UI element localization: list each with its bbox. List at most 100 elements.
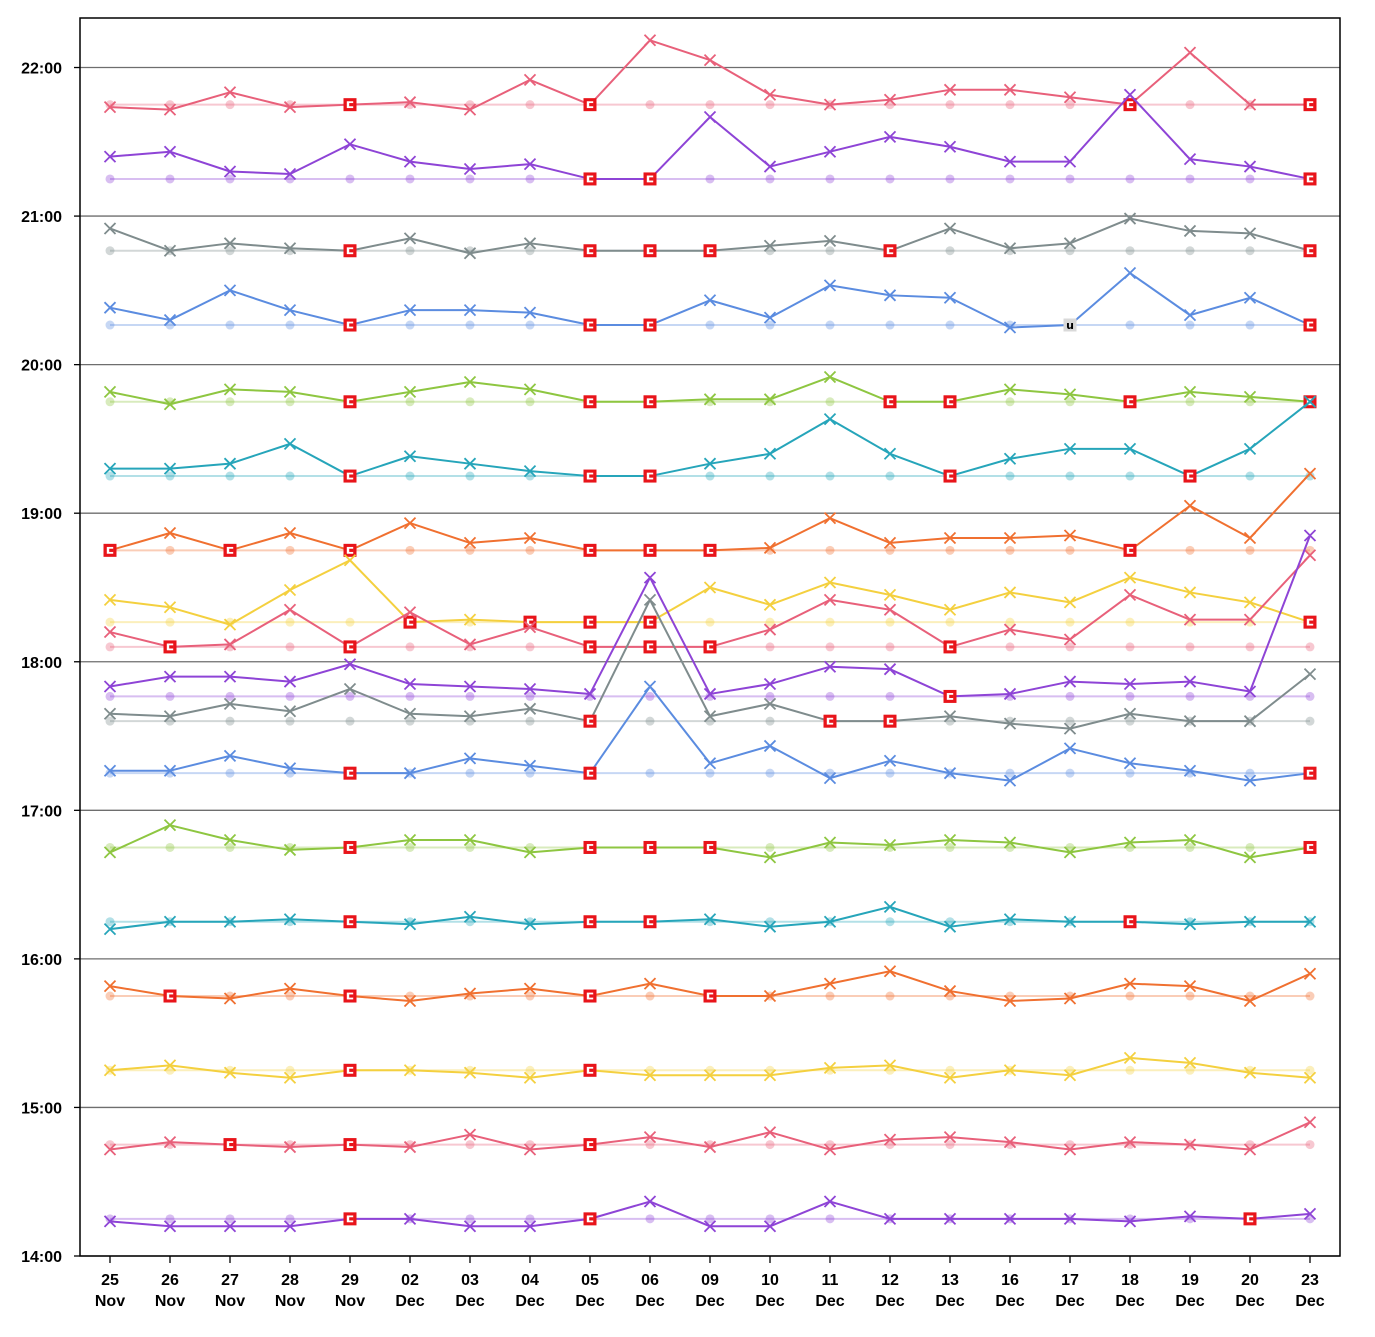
data-point-x <box>343 554 357 567</box>
x-tick-day: 11 <box>822 1272 839 1289</box>
scheduled-dot <box>1065 397 1075 407</box>
data-point-x <box>223 915 237 928</box>
x-tick-day: 02 <box>401 1272 419 1289</box>
data-point-x <box>463 103 477 116</box>
cancelled-badge-notch <box>589 323 594 327</box>
data-point-x <box>103 846 117 859</box>
scheduled-dot <box>285 545 295 555</box>
data-point-x <box>103 150 117 163</box>
cancelled-badge <box>643 840 657 854</box>
unknown-badge-label: u <box>1066 319 1074 332</box>
data-point-x <box>943 710 957 723</box>
data-point-x <box>823 915 837 928</box>
x-tick-month: Dec <box>1235 1293 1264 1310</box>
scheduled-dot <box>765 320 775 330</box>
scheduled-dot <box>1005 991 1015 1001</box>
data-point-x <box>463 833 477 847</box>
cancelled-badge-notch <box>349 994 354 998</box>
data-point-x <box>883 965 897 978</box>
data-point-x <box>523 918 537 931</box>
scheduled-dot <box>525 100 535 110</box>
scheduled-dot <box>885 545 895 555</box>
data-point-x <box>1303 467 1317 480</box>
cancelled-badge-notch <box>349 474 354 478</box>
cancelled-badge-notch <box>1129 920 1134 924</box>
data-point-x <box>283 705 297 718</box>
cancelled-badge <box>1303 766 1317 780</box>
data-point-x <box>1003 452 1017 465</box>
data-point-x <box>703 913 717 926</box>
x-tick-month: Dec <box>1055 1293 1084 1310</box>
data-point-x <box>1243 915 1257 928</box>
data-point-x <box>1063 742 1077 755</box>
scheduled-dot <box>1005 617 1015 627</box>
data-point-x <box>283 437 297 451</box>
scheduled-dot <box>105 617 115 627</box>
cancelled-badge-notch <box>949 474 954 478</box>
cancelled-badge <box>583 615 597 629</box>
cancelled-badge-notch <box>589 994 594 998</box>
data-point-x <box>1063 237 1077 250</box>
cancelled-badge-notch <box>1309 771 1314 775</box>
scheduled-dot <box>525 768 535 778</box>
data-point-x <box>463 910 477 923</box>
data-point-x <box>883 838 897 852</box>
scheduled-dot <box>225 768 235 778</box>
cancelled-badge <box>643 172 657 186</box>
scheduled-dot <box>825 320 835 330</box>
y-axis: 14:00 15:00 16:00 17:00 18:00 19:00 20:00 21:00… <box>21 61 80 1266</box>
data-point-x <box>883 289 897 302</box>
scheduled-dot <box>765 174 775 184</box>
data-point-x <box>703 581 717 594</box>
scheduled-dot <box>765 917 775 927</box>
scheduled-dot <box>1005 100 1015 110</box>
data-point-x <box>103 625 117 639</box>
x-tick-day: 25 <box>101 1272 119 1289</box>
scheduled-dot <box>885 100 895 110</box>
cancelled-badge <box>343 915 357 929</box>
cancelled-badge <box>163 640 177 654</box>
scheduled-dot <box>765 691 775 701</box>
scheduled-dot <box>465 716 475 726</box>
scheduled-dot <box>405 246 415 256</box>
data-point-x <box>343 138 357 151</box>
scheduled-dot <box>165 545 175 555</box>
data-point-x <box>523 682 537 696</box>
x-axis: 25 Nov 26 Nov 27 Nov 28 Nov 29 Nov 02 Dec 03 Dec 04 Dec… <box>95 1256 1325 1310</box>
data-point-x <box>523 1071 537 1084</box>
scheduled-dot <box>285 716 295 726</box>
scheduled-dot <box>945 545 955 555</box>
data-point-x <box>1123 88 1137 101</box>
scheduled-dot <box>1005 471 1015 481</box>
data-point-x <box>763 598 777 611</box>
scheduled-dot <box>825 545 835 555</box>
scheduled-dot <box>1005 545 1015 555</box>
cancelled-badge <box>583 98 597 112</box>
data-point-x <box>163 710 177 723</box>
cancelled-badge <box>523 615 537 629</box>
data-point-x <box>1123 757 1137 770</box>
scheduled-dot <box>1125 320 1135 330</box>
data-point-x <box>163 915 177 928</box>
scheduled-dot <box>1005 174 1015 184</box>
data-point-x <box>883 93 897 106</box>
series-lines: u <box>103 34 1317 1233</box>
data-point-x <box>163 819 177 832</box>
cancelled-badge <box>343 1212 357 1226</box>
data-point-x <box>1183 1056 1197 1070</box>
data-point-x <box>943 1212 957 1225</box>
scheduled-dot <box>645 1140 655 1150</box>
data-point-x <box>403 304 417 317</box>
data-point-x <box>643 571 657 584</box>
scheduled-dot <box>1305 471 1315 481</box>
data-point-x <box>463 1220 477 1233</box>
data-point-x <box>403 96 417 109</box>
data-point-x <box>103 385 117 399</box>
cancelled-badge-notch <box>349 548 354 552</box>
scheduled-dot <box>165 471 175 481</box>
scheduled-dot <box>1245 397 1255 407</box>
cancelled-badge-notch <box>649 645 654 649</box>
scheduled-dot <box>225 716 235 726</box>
data-point-x <box>163 398 177 411</box>
x-tick-day: 10 <box>761 1272 779 1289</box>
